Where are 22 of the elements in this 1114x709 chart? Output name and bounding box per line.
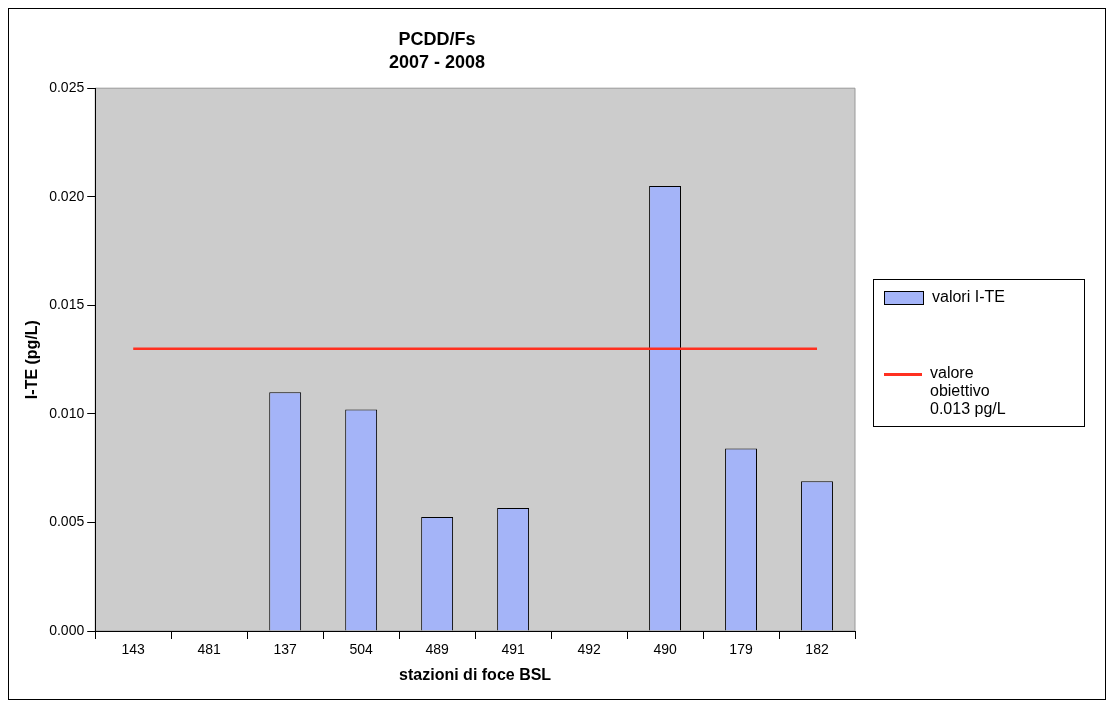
x-tick-label: 179 [729, 641, 753, 658]
legend-label: valori I-TE [932, 288, 1006, 306]
y-tick-label: 0.010 [49, 404, 85, 421]
y-tick-label: 0.005 [49, 513, 85, 530]
x-tick-label: 182 [805, 641, 829, 658]
chart-subtitle: 2007 - 2008 [388, 52, 486, 73]
x-tick-label: 481 [197, 641, 222, 658]
y-axis-title: I-TE (pg/L) [23, 320, 41, 400]
legend-label: valore obiettivo 0.013 pg/L [930, 364, 1007, 418]
y-tick-label: 0.020 [49, 187, 85, 204]
x-tick-label: 504 [349, 641, 374, 658]
chart-title: PCDD/Fs [398, 28, 476, 49]
x-tick-label: 490 [653, 641, 677, 658]
y-tick-label: 0.015 [49, 296, 85, 313]
x-tick-label: 143 [121, 641, 146, 658]
x-tick-label: 489 [425, 641, 450, 658]
y-tick-label: 0.000 [49, 621, 85, 638]
x-tick-label: 137 [273, 641, 298, 658]
x-axis-title: stazioni di foce BSL [399, 665, 552, 683]
y-tick-label: 0.025 [49, 79, 85, 96]
x-tick-label: 492 [577, 641, 601, 658]
x-tick-label: 491 [501, 641, 525, 658]
